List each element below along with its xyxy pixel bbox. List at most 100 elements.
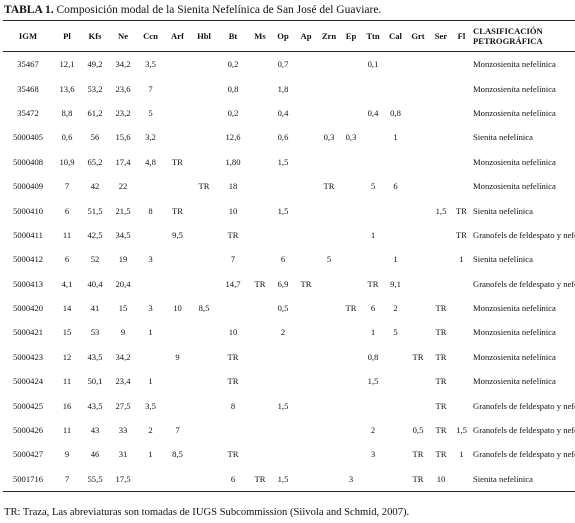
mineral-cell: 1: [459, 254, 464, 265]
classification-cell: Monzosienita nefelínica: [473, 303, 556, 314]
mineral-cell: [191, 125, 217, 149]
modal-composition-table: IGM Pl Kfs Ne Ccn Arf Hbl Bt Ms Op Ap Zrn Ep Ttn Cal Gr…: [3, 20, 575, 493]
mineral-cell: 9,5: [172, 229, 183, 240]
mineral-cell: [295, 393, 317, 417]
mineral-cell: [385, 76, 406, 100]
mineral-cell: 3,5: [145, 59, 156, 70]
mineral-cell: 1,80: [225, 156, 241, 167]
mineral-cell: 1,5: [435, 205, 447, 216]
mineral-cell: [430, 101, 452, 125]
column-header-ttn: Ttn: [361, 20, 385, 52]
mineral-cell: [164, 393, 191, 417]
mineral-cell: 31: [118, 449, 128, 460]
mineral-cell: [249, 174, 271, 198]
mineral-cell: 21,5: [115, 205, 131, 216]
mineral-cell: [452, 52, 471, 77]
mineral-cell: [452, 76, 471, 100]
mineral-cell: 11: [62, 229, 72, 240]
mineral-cell: [317, 76, 341, 100]
mineral-cell: [452, 125, 471, 149]
mineral-cell: 6: [393, 181, 398, 192]
mineral-cell: 9: [120, 327, 126, 338]
column-header-ep: Ep: [341, 20, 361, 52]
mineral-cell: [295, 101, 317, 125]
mineral-cell: [430, 150, 452, 174]
mineral-cell: [249, 101, 271, 125]
mineral-cell: [317, 101, 341, 125]
mineral-cell: [341, 320, 361, 344]
table-body: 35467 12,1 49,2 34,2 3,5 0,2 0,7 0,1 Monzosienit…: [3, 52, 575, 493]
mineral-cell: 43: [90, 425, 100, 436]
classification-cell: Sienita nefelínica: [473, 254, 533, 265]
mineral-cell: [271, 369, 295, 393]
mineral-cell: [271, 442, 295, 466]
mineral-cell: [385, 223, 406, 247]
table-row: 5000426 11 43 33 2 7 2 0,5 TR 1,5 Granofels de fel…: [3, 418, 575, 442]
table-row: 35472 8,8 61,2 23,2 5 0,2 0,4 0,4 0,8 Monzosienit…: [3, 101, 575, 125]
mineral-cell: [361, 76, 385, 100]
mineral-cell: [191, 393, 217, 417]
mineral-cell: 3: [148, 254, 153, 265]
sample-id-cell: 5000412: [12, 254, 44, 265]
mineral-cell: TR: [345, 303, 357, 314]
mineral-cell: [406, 174, 430, 198]
mineral-cell: [361, 198, 385, 222]
table-row: 5000424 11 50,1 23,4 1 TR 1,5 TR Monzosienita ne…: [3, 369, 575, 393]
sample-id-cell: 5000424: [12, 376, 44, 387]
mineral-cell: [406, 223, 430, 247]
mineral-cell: 6: [64, 254, 70, 265]
mineral-cell: 0,2: [227, 59, 239, 70]
mineral-cell: TR: [172, 156, 183, 167]
column-header-ser: Ser: [430, 20, 452, 52]
mineral-cell: 27,5: [115, 400, 131, 411]
mineral-cell: TR: [435, 376, 447, 387]
mineral-cell: [164, 466, 191, 493]
mineral-cell: TR: [249, 466, 271, 493]
mineral-cell: TR: [406, 466, 430, 493]
table-caption-label: TABLA 1.: [4, 4, 54, 16]
mineral-cell: 23,2: [115, 107, 131, 118]
column-header-ne: Ne: [109, 20, 137, 52]
mineral-cell: [137, 174, 164, 198]
mineral-cell: [137, 345, 164, 369]
mineral-cell: 5: [148, 107, 153, 118]
mineral-cell: [271, 174, 295, 198]
mineral-cell: 1,5: [277, 205, 289, 216]
sample-id-cell: 5000425: [12, 400, 44, 411]
sample-id-cell: 5000413: [12, 278, 44, 289]
mineral-cell: [317, 393, 341, 417]
mineral-cell: [452, 296, 471, 320]
mineral-cell: [341, 393, 361, 417]
mineral-cell: 1: [393, 254, 398, 265]
mineral-cell: [191, 345, 217, 369]
mineral-cell: 5: [370, 181, 376, 192]
mineral-cell: 9,1: [390, 278, 401, 289]
mineral-cell: [271, 345, 295, 369]
mineral-cell: TR: [435, 351, 447, 362]
table-row: 5000405 0,6 56 15,6 3,2 12,6 0,6 0,3 0,3 1 Sienita…: [3, 125, 575, 149]
mineral-cell: [341, 369, 361, 393]
mineral-cell: TR: [172, 205, 183, 216]
mineral-cell: [406, 125, 430, 149]
mineral-cell: 19: [118, 254, 128, 265]
mineral-cell: 1: [370, 327, 376, 338]
mineral-cell: TR: [198, 181, 210, 192]
column-header-zrn: Zrn: [317, 20, 341, 52]
mineral-cell: 2: [280, 327, 286, 338]
mineral-cell: TR: [367, 278, 379, 289]
mineral-cell: 23,4: [115, 376, 131, 387]
mineral-cell: [317, 52, 341, 77]
classification-cell: Granofels de feldespato y nefelina: [473, 400, 575, 411]
mineral-cell: 4,8: [145, 156, 156, 167]
mineral-cell: [191, 320, 217, 344]
mineral-cell: [217, 418, 249, 442]
mineral-cell: 15: [62, 327, 72, 338]
mineral-cell: [317, 150, 341, 174]
mineral-cell: [385, 442, 406, 466]
mineral-cell: [191, 247, 217, 271]
mineral-cell: [341, 442, 361, 466]
mineral-cell: [452, 393, 471, 417]
mineral-cell: 40,4: [87, 278, 103, 289]
mineral-cell: 1,5: [277, 156, 289, 167]
mineral-cell: [430, 272, 452, 296]
